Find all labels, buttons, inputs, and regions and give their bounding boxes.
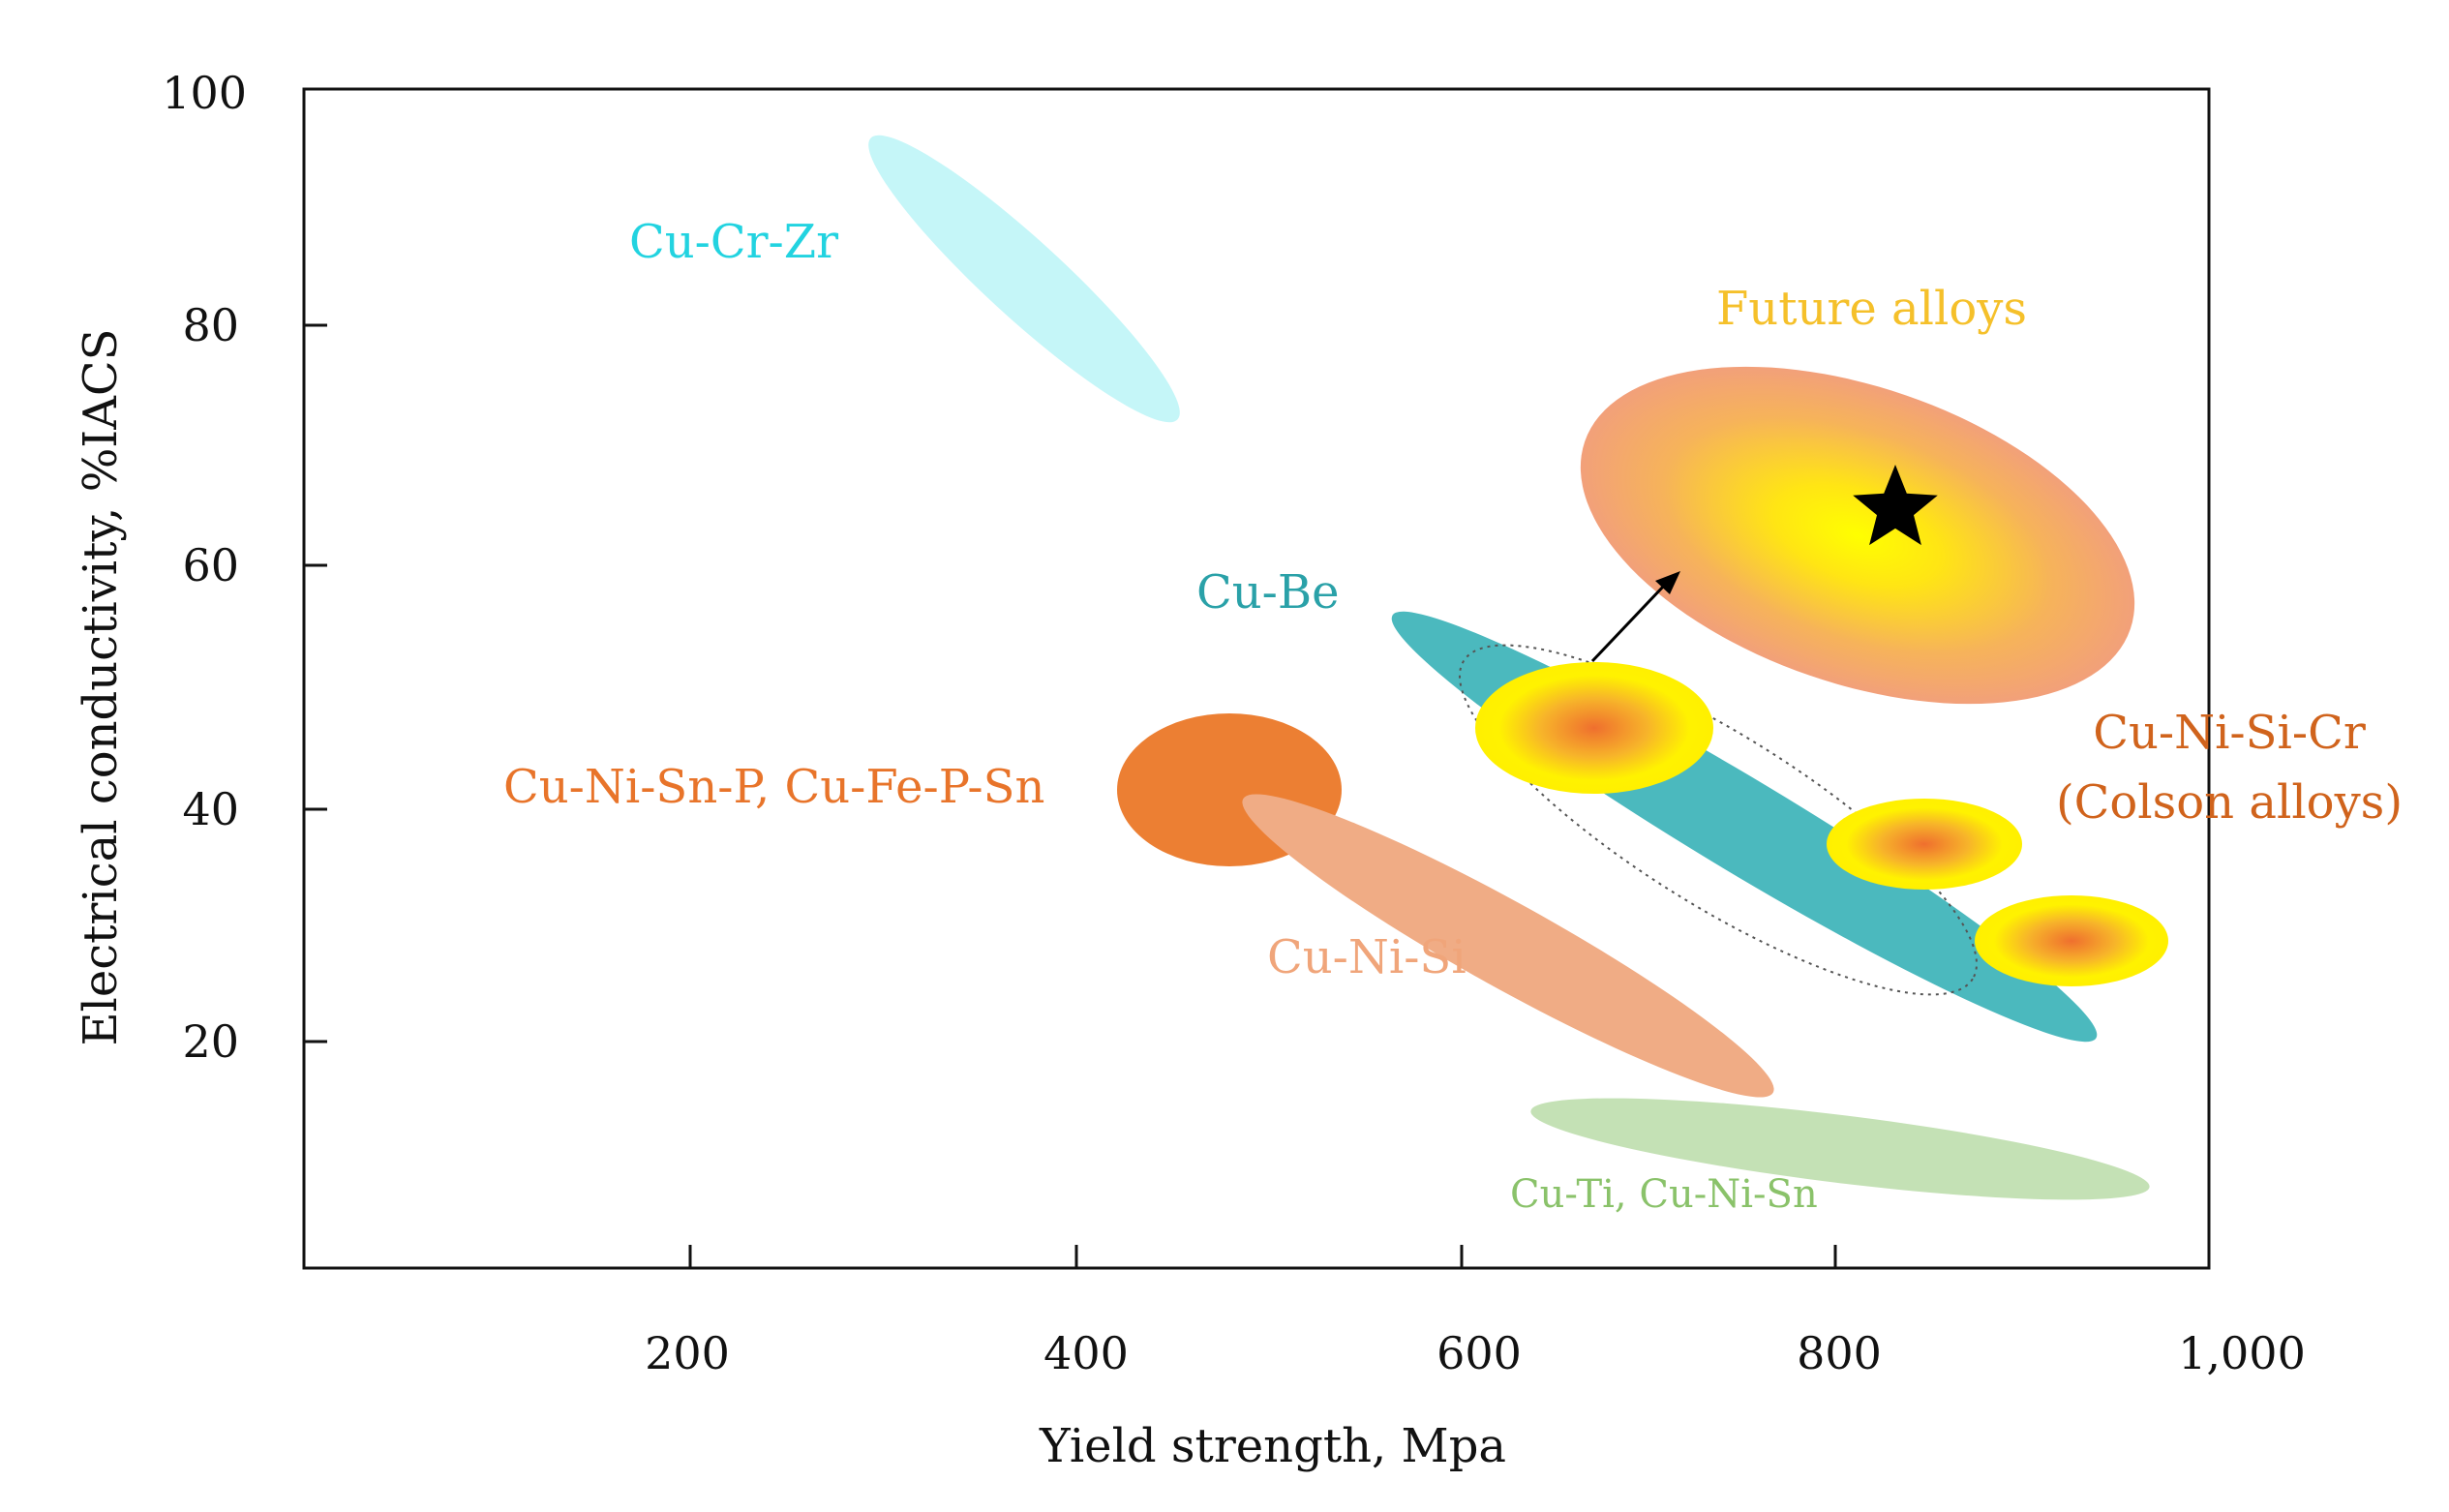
y-tick-label: 100 bbox=[162, 67, 247, 119]
label-colson-alloys: (Colson alloys) bbox=[2056, 775, 2403, 830]
region-cu-ni-si bbox=[1242, 794, 1774, 1098]
y-tick-label: 60 bbox=[182, 539, 239, 591]
label-cu-ti: Cu-Ti, Cu-Ni-Sn bbox=[1510, 1172, 1818, 1217]
colson-blob-2 bbox=[1827, 799, 2022, 890]
colson-blob-3 bbox=[1975, 895, 2168, 986]
label-cu-be: Cu-Be bbox=[1196, 565, 1340, 620]
x-tick-label: 400 bbox=[1043, 1327, 1129, 1379]
region-future bbox=[1580, 366, 2135, 705]
x-tick-label: 600 bbox=[1436, 1327, 1522, 1379]
improvement-arrow bbox=[1590, 583, 1667, 663]
label-cu-ni-si: Cu-Ni-Si bbox=[1267, 930, 1466, 984]
y-axis-title: Electrical conductivity, %IACS bbox=[74, 328, 128, 1045]
x-tick-label: 1,000 bbox=[2178, 1327, 2306, 1379]
region-cu-ti bbox=[1530, 1098, 2150, 1200]
target-star-icon bbox=[1853, 465, 1938, 546]
y-axis: 20 40 60 80 100 bbox=[162, 67, 327, 1068]
label-cu-ni-si-cr: Cu-Ni-Si-Cr bbox=[2093, 706, 2366, 760]
region-labels: Cu-Cr-Zr Future alloys Cu-Be Cu-Ni-Sn-P,… bbox=[503, 215, 2403, 1217]
x-axis: 200 400 600 800 1,000 bbox=[645, 1245, 2306, 1379]
region-colson-outline bbox=[1459, 644, 1978, 996]
label-cu-cr-zr: Cu-Cr-Zr bbox=[629, 215, 838, 269]
colson-blob-1 bbox=[1475, 662, 1713, 794]
plot-frame bbox=[302, 87, 2211, 1270]
label-future-alloys: Future alloys bbox=[1716, 282, 2027, 336]
y-tick-label: 40 bbox=[182, 783, 239, 835]
y-tick-label: 20 bbox=[182, 1015, 239, 1068]
regions-layer bbox=[868, 135, 2168, 1200]
x-tick-label: 800 bbox=[1797, 1327, 1882, 1379]
y-tick-label: 80 bbox=[182, 299, 239, 351]
x-tick-label: 200 bbox=[645, 1327, 730, 1379]
label-cu-ni-sn-p: Cu-Ni-Sn-P, Cu-Fe-P-Sn bbox=[503, 760, 1044, 814]
x-axis-title: Yield strength, Mpa bbox=[1039, 1419, 1506, 1473]
region-cu-cr-zr bbox=[868, 135, 1180, 423]
improvement-arrow-head bbox=[1655, 571, 1680, 594]
